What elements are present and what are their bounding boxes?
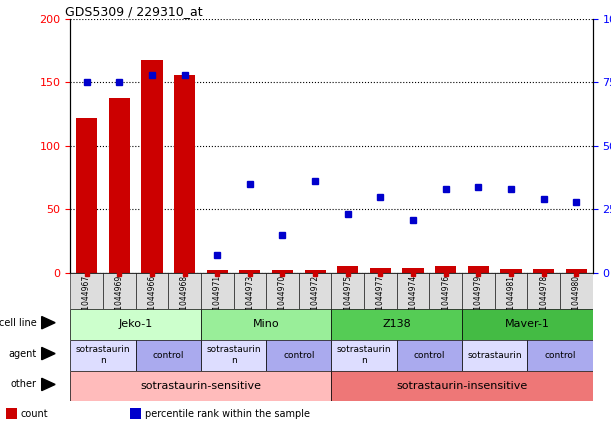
Text: sotrastaurin-sensitive: sotrastaurin-sensitive <box>141 381 262 391</box>
Text: GSM1044971: GSM1044971 <box>213 275 222 326</box>
Text: GSM1044970: GSM1044970 <box>278 275 287 326</box>
Bar <box>566 269 587 273</box>
Bar <box>240 270 260 273</box>
Bar <box>304 270 326 273</box>
Bar <box>435 266 456 273</box>
Bar <box>109 98 130 273</box>
Bar <box>500 269 522 273</box>
Text: GSM1044975: GSM1044975 <box>343 275 353 326</box>
Bar <box>430 273 462 309</box>
Text: sotrastaurin-insensitive: sotrastaurin-insensitive <box>397 381 528 391</box>
Bar <box>403 268 423 273</box>
Text: Mino: Mino <box>253 319 279 329</box>
Text: control: control <box>544 351 576 360</box>
Bar <box>207 270 228 273</box>
Bar <box>462 273 495 309</box>
Bar <box>331 273 364 309</box>
Text: agent: agent <box>9 349 37 359</box>
Bar <box>337 266 359 273</box>
Bar <box>462 340 527 371</box>
Bar <box>168 273 201 309</box>
Text: sotrastaurin
n: sotrastaurin n <box>76 346 130 365</box>
Bar <box>266 273 299 309</box>
Text: GSM1044972: GSM1044972 <box>310 275 320 326</box>
Text: GSM1044977: GSM1044977 <box>376 275 385 326</box>
Text: sotrastaurin
n: sotrastaurin n <box>337 346 392 365</box>
Bar <box>364 273 397 309</box>
Bar <box>468 266 489 273</box>
Text: GSM1044967: GSM1044967 <box>82 275 91 326</box>
Bar <box>141 60 163 273</box>
Bar <box>103 273 136 309</box>
Bar <box>299 273 331 309</box>
Text: sotrastaurin: sotrastaurin <box>467 351 522 360</box>
Text: percentile rank within the sample: percentile rank within the sample <box>145 409 310 419</box>
Bar <box>533 269 554 273</box>
Bar <box>331 309 462 340</box>
Text: control: control <box>283 351 315 360</box>
Text: other: other <box>11 379 37 390</box>
Polygon shape <box>42 316 55 329</box>
Bar <box>272 270 293 273</box>
Bar <box>331 340 397 371</box>
Bar <box>70 273 103 309</box>
Bar <box>397 340 462 371</box>
Bar <box>266 340 331 371</box>
Text: GSM1044974: GSM1044974 <box>409 275 417 326</box>
Bar <box>233 273 266 309</box>
Bar <box>70 371 331 401</box>
Text: control: control <box>414 351 445 360</box>
Text: GSM1044969: GSM1044969 <box>115 275 124 326</box>
Polygon shape <box>42 347 55 360</box>
Bar <box>201 309 331 340</box>
Text: GSM1044968: GSM1044968 <box>180 275 189 326</box>
Text: Maver-1: Maver-1 <box>505 319 550 329</box>
Text: GSM1044966: GSM1044966 <box>147 275 156 326</box>
Text: sotrastaurin
n: sotrastaurin n <box>206 346 261 365</box>
Bar <box>397 273 430 309</box>
Text: Jeko-1: Jeko-1 <box>119 319 153 329</box>
Bar <box>136 340 201 371</box>
Bar <box>527 273 560 309</box>
Text: count: count <box>21 409 48 419</box>
Polygon shape <box>42 378 55 390</box>
Bar <box>370 268 391 273</box>
Bar <box>201 273 233 309</box>
Bar <box>70 309 201 340</box>
Text: GSM1044976: GSM1044976 <box>441 275 450 326</box>
Bar <box>136 273 168 309</box>
Text: cell line: cell line <box>0 318 37 328</box>
Bar <box>495 273 527 309</box>
Bar <box>527 340 593 371</box>
Bar <box>331 371 593 401</box>
Text: Z138: Z138 <box>382 319 411 329</box>
Text: GSM1044973: GSM1044973 <box>246 275 254 326</box>
Bar <box>6 408 16 419</box>
Text: GDS5309 / 229310_at: GDS5309 / 229310_at <box>65 5 203 18</box>
Bar <box>76 118 97 273</box>
Bar <box>201 340 266 371</box>
Text: control: control <box>153 351 184 360</box>
Text: GSM1044979: GSM1044979 <box>474 275 483 326</box>
Bar <box>174 75 195 273</box>
Text: GSM1044980: GSM1044980 <box>572 275 581 326</box>
Text: GSM1044978: GSM1044978 <box>539 275 548 326</box>
Bar <box>560 273 593 309</box>
Bar <box>462 309 593 340</box>
Bar <box>130 408 141 419</box>
Text: GSM1044981: GSM1044981 <box>507 275 516 326</box>
Bar <box>70 340 136 371</box>
